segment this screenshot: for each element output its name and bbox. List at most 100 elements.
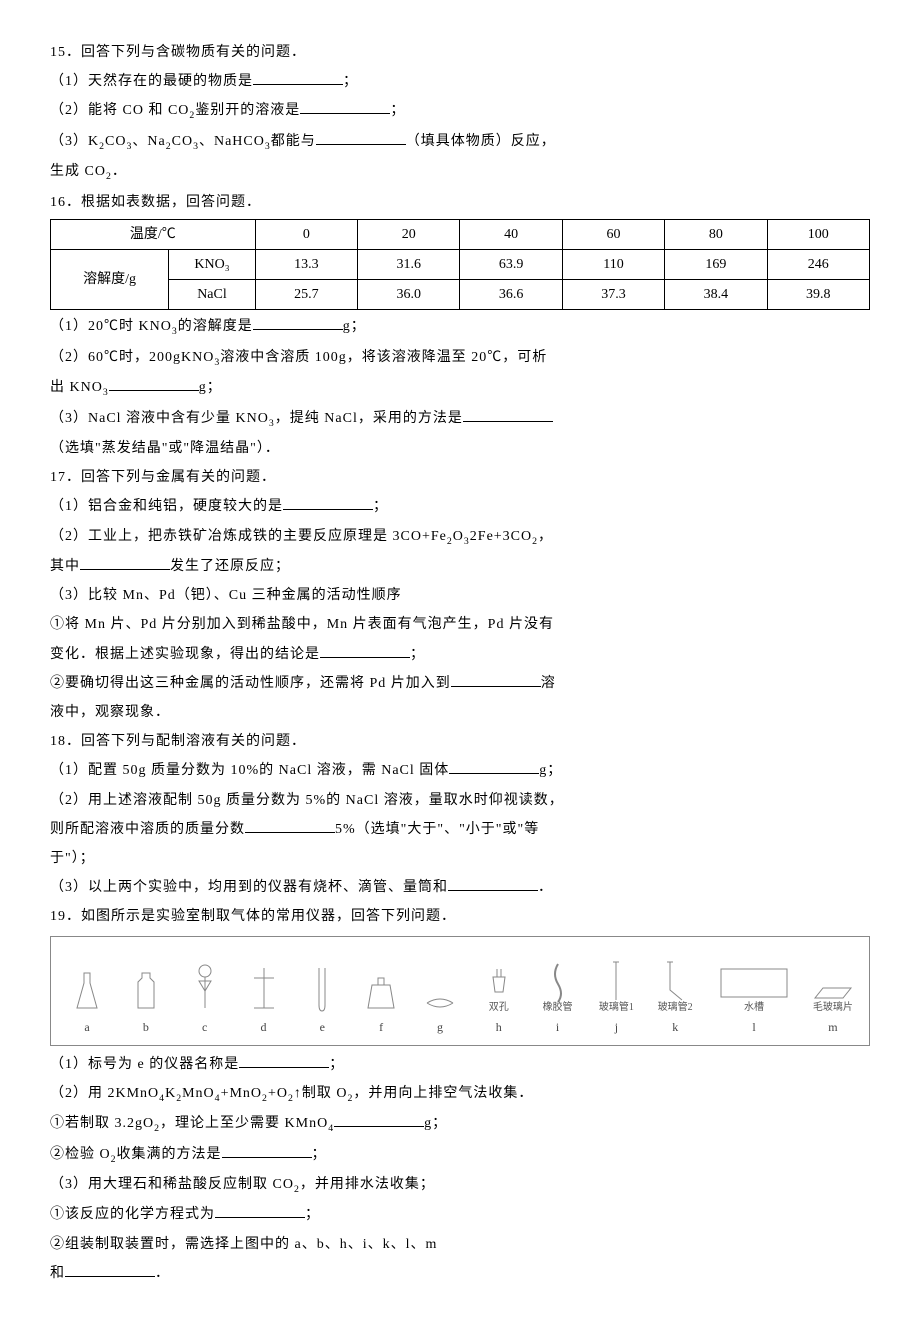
t: 溶液中含溶质 100g，将该溶液降温至 20℃，可析 (220, 350, 547, 365)
t: （3）用大理石和稀盐酸反应制取 CO (50, 1177, 294, 1192)
trough-icon (719, 967, 789, 1002)
cn: 玻璃管2 (658, 1002, 693, 1013)
t: （1）铝合金和纯铝，硬度较大的是 (50, 499, 283, 514)
t: ，提纯 NaCl，采用的方法是 (275, 411, 463, 426)
app-h: 双孔 (471, 967, 527, 1013)
c: 60 (562, 219, 664, 249)
t: g； (539, 763, 562, 778)
blank[interactable] (451, 672, 541, 687)
blank[interactable] (253, 315, 343, 330)
t: 发生了还原反应； (170, 559, 290, 574)
th-sol: 溶解度/g (51, 250, 169, 310)
tongs-icon (425, 993, 455, 1013)
q17-p1: （1）铝合金和纯铝，硬度较大的是； (50, 494, 870, 519)
v: 246 (767, 250, 869, 280)
t: 2Fe+3CO (470, 529, 532, 544)
t: 生成 CO (50, 164, 106, 179)
t: ，理论上至少需要 KMnO (160, 1116, 328, 1131)
q18-p1: （1）配置 50g 质量分数为 10%的 NaCl 溶液，需 NaCl 固体g； (50, 758, 870, 783)
l: a (59, 1017, 115, 1039)
t: ②要确切得出这三种金属的活动性顺序，还需将 Pd 片加入到 (50, 676, 451, 691)
th-temp: 温度/℃ (51, 219, 256, 249)
q18-stem: 18．回答下列与配制溶液有关的问题． (50, 729, 870, 754)
app-e (294, 963, 350, 1013)
blank[interactable] (300, 99, 390, 114)
cn: 毛玻璃片 (813, 1002, 853, 1013)
q17-p3: （3）比较 Mn、Pd（钯）、Cu 三种金属的活动性顺序 (50, 583, 870, 608)
t: ①若制取 3.2gO (50, 1116, 154, 1131)
t: CO (172, 134, 193, 149)
blank[interactable] (109, 376, 199, 391)
q19-p2-1: ①若制取 3.2gO2，理论上至少需要 KMnO4g； (50, 1111, 870, 1137)
blank[interactable] (245, 818, 335, 833)
stand-icon (249, 963, 279, 1013)
blank[interactable] (448, 876, 538, 891)
blank[interactable] (253, 70, 343, 85)
cn: 玻璃管1 (599, 1002, 634, 1013)
q17-p3-1b: 变化．根据上述实验现象，得出的结论是； (50, 642, 870, 667)
blank[interactable] (449, 759, 539, 774)
t: ． (538, 880, 553, 895)
t: 5%（选填"大于"、"小于"或"等 (335, 822, 539, 837)
t: ； (312, 1147, 327, 1162)
q16-p3: （3）NaCl 溶液中含有少量 KNO3，提纯 NaCl，采用的方法是 (50, 406, 870, 432)
blank[interactable] (316, 130, 406, 145)
v: 110 (562, 250, 664, 280)
blank[interactable] (320, 643, 410, 658)
q15-p1-text: （1）天然存在的最硬的物质是 (50, 74, 253, 89)
app-j: 玻璃管1 (588, 960, 644, 1013)
l: l (706, 1017, 802, 1039)
t: ，并用排水法收集； (300, 1177, 435, 1192)
app-m: 毛玻璃片 (805, 984, 861, 1013)
l: i (530, 1017, 586, 1039)
blank[interactable] (65, 1262, 155, 1277)
c: 20 (358, 219, 460, 249)
blank[interactable] (222, 1143, 312, 1158)
blank[interactable] (215, 1203, 305, 1218)
q15-p2: （2）能将 CO 和 CO2鉴别开的溶液是； (50, 98, 870, 124)
t: （3）以上两个实验中，均用到的仪器有烧杯、滴管、量筒和 (50, 880, 448, 895)
v: 39.8 (767, 280, 869, 310)
t: （3）K (50, 134, 99, 149)
t: （1）标号为 e 的仪器名称是 (50, 1057, 239, 1072)
v: 169 (665, 250, 767, 280)
q15-stem: 15．回答下列与含碳物质有关的问题． (50, 40, 870, 65)
t: O (453, 529, 464, 544)
r1l: KNO₃ (169, 250, 256, 280)
solubility-table: 温度/℃ 0 20 40 60 80 100 溶解度/g KNO₃ 13.3 3… (50, 219, 870, 311)
q16-p3b: （选填"蒸发结晶"或"降温结晶"）． (50, 436, 870, 461)
apparatus-labels: a b c d e f g h i j k l m (59, 1017, 861, 1039)
cn: 水槽 (744, 1002, 764, 1013)
t: ； (410, 647, 425, 662)
glass-tube1-icon (607, 960, 625, 1002)
l: f (353, 1017, 409, 1039)
t: ②检验 O (50, 1147, 111, 1162)
app-a (59, 968, 115, 1013)
t: （填具体物质）反应， (406, 134, 556, 149)
q18-p2b: 则所配溶液中溶质的质量分数5%（选填"大于"、"小于"或"等 (50, 817, 870, 842)
l: e (294, 1017, 350, 1039)
t: ，并用向上排空气法收集． (353, 1086, 533, 1101)
t: K (165, 1086, 176, 1101)
blank[interactable] (334, 1112, 424, 1127)
q15-p3: （3）K2CO3、Na2CO3、NaHCO3都能与（填具体物质）反应， (50, 129, 870, 155)
t: 和 (50, 1266, 65, 1281)
q19-p3-2b: 和． (50, 1261, 870, 1286)
bottle-icon (134, 968, 158, 1013)
l: m (805, 1017, 861, 1039)
c: 80 (665, 219, 767, 249)
q19-p3: （3）用大理石和稀盐酸反应制取 CO2，并用排水法收集； (50, 1172, 870, 1198)
q16-p2b: 出 KNO3g； (50, 375, 870, 401)
t: ， (538, 529, 553, 544)
blank[interactable] (463, 407, 553, 422)
l: c (177, 1017, 233, 1039)
q17-p2b: 其中发生了还原反应； (50, 554, 870, 579)
blank[interactable] (239, 1053, 329, 1068)
l: d (235, 1017, 291, 1039)
blank[interactable] (80, 555, 170, 570)
app-k: 玻璃管2 (647, 960, 703, 1013)
t: CO (105, 134, 126, 149)
blank[interactable] (283, 495, 373, 510)
cn: 双孔 (489, 1002, 509, 1013)
lamp-icon (364, 973, 398, 1013)
